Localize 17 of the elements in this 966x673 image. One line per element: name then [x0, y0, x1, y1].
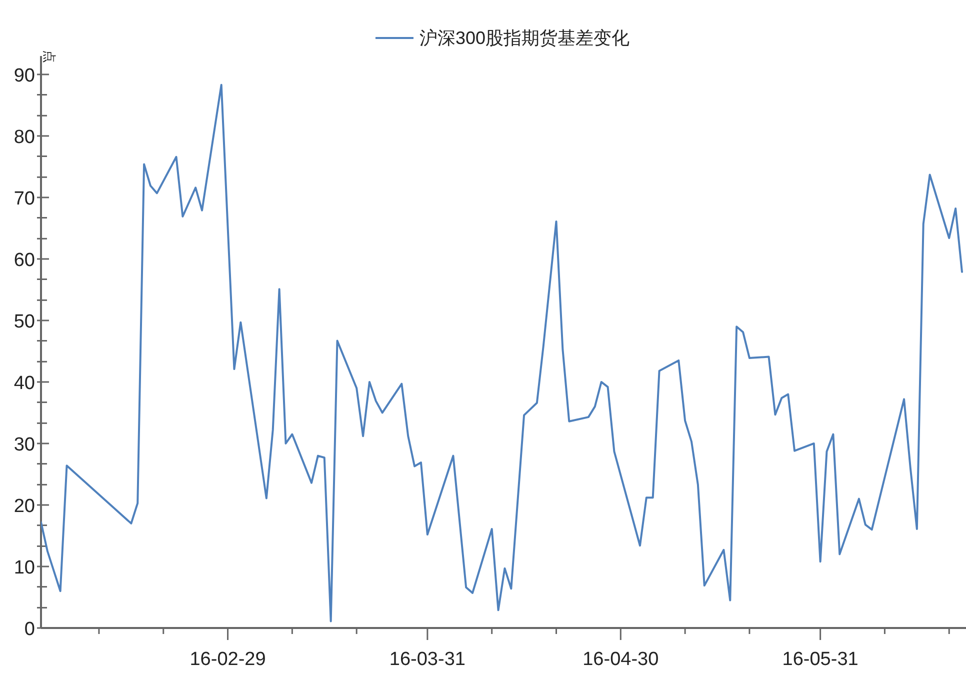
y-tick-label: 40	[14, 372, 35, 394]
legend: 沪深300股指期货基差变化	[375, 28, 630, 48]
y-tick-label: 10	[14, 557, 35, 578]
y-tick-label: 60	[14, 250, 35, 271]
x-tick-label: 16-03-31	[389, 649, 466, 670]
y-tick-label: 80	[14, 126, 35, 148]
y-tick-label: 90	[14, 65, 35, 86]
y-axis-title: 点	[42, 50, 57, 63]
x-tick-label: 16-05-31	[782, 649, 858, 670]
y-tick-label: 20	[14, 496, 35, 517]
y-tick-label: 0	[24, 619, 35, 640]
y-tick-label: 50	[14, 311, 35, 332]
y-tick-label: 30	[14, 434, 35, 456]
x-tick-label: 16-02-29	[190, 649, 266, 670]
x-tick-label: 16-04-30	[582, 649, 659, 670]
y-tick-label: 70	[14, 188, 35, 210]
legend-label: 沪深300股指期货基差变化	[419, 28, 630, 48]
